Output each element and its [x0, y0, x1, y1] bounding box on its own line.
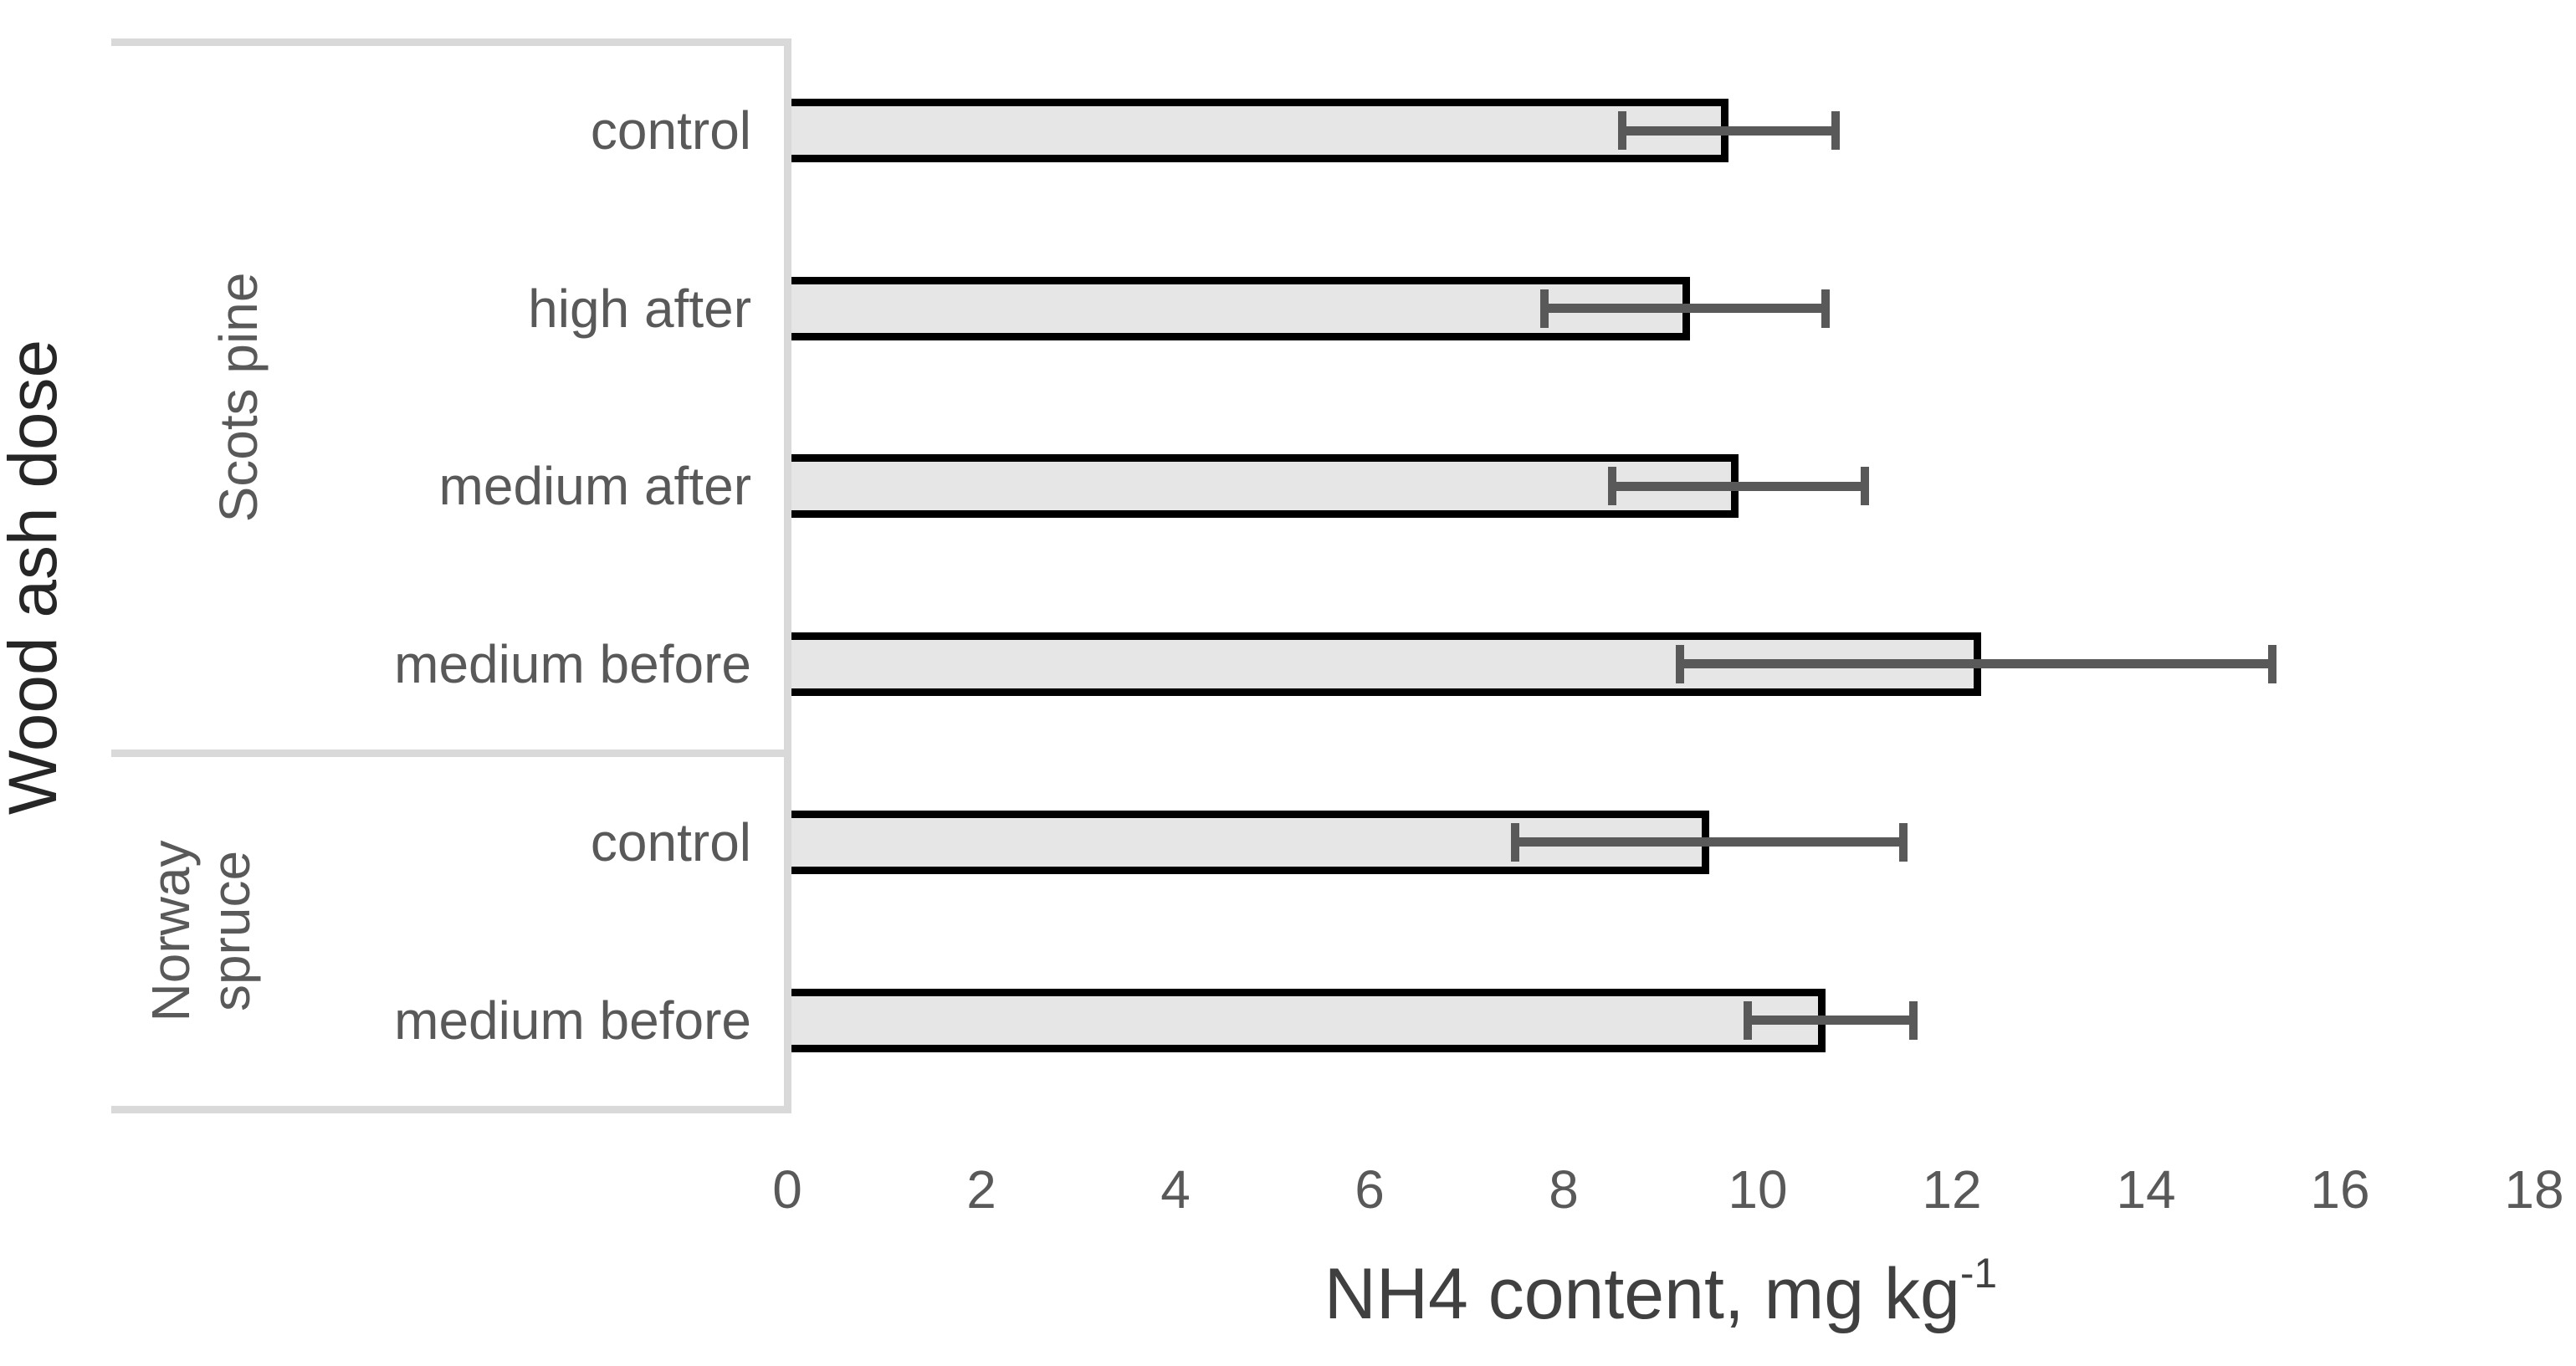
error-bar-line: [1515, 837, 1903, 847]
category-label: medium after: [438, 456, 751, 517]
label-box-bottom-border: [111, 1106, 791, 1113]
label-box-top-border: [111, 38, 791, 46]
x-tick-label: 16: [2310, 1159, 2370, 1220]
category-label: control: [590, 100, 751, 161]
y-axis-title: Wood ash dose: [0, 339, 71, 816]
error-bar-line: [1621, 125, 1836, 136]
category-axis-line: [784, 38, 791, 1113]
error-bar-cap-low: [1744, 1000, 1753, 1040]
category-label: high after: [528, 278, 751, 339]
bar: [791, 988, 1826, 1052]
error-bar-cap-high: [2267, 644, 2276, 683]
error-bar-cap-high: [1831, 111, 1840, 151]
bar: [791, 99, 1729, 163]
x-tick-label: 10: [1728, 1159, 1788, 1220]
error-bar-line: [1612, 481, 1865, 491]
x-tick-label: 0: [772, 1159, 802, 1220]
error-bar-line: [1680, 659, 2272, 669]
x-tick-label: 6: [1355, 1159, 1385, 1220]
error-bar-cap-low: [1608, 467, 1616, 506]
error-bar-line: [1748, 1016, 1913, 1025]
x-tick-label: 4: [1160, 1159, 1191, 1220]
error-bar-cap-high: [1821, 289, 1831, 328]
category-label: control: [590, 811, 751, 872]
error-bar-cap-low: [1511, 822, 1519, 862]
x-axis-title: NH4 content, mg kg-1: [1075, 1249, 2246, 1336]
x-axis-title-text: NH4 content, mg kg: [1324, 1254, 1960, 1334]
x-axis-title-superscript: -1: [1959, 1249, 1998, 1297]
error-bar-cap-low: [1676, 644, 1685, 683]
x-tick-label: 12: [1922, 1159, 1982, 1220]
error-bar-cap-low: [1617, 111, 1626, 151]
x-tick-label: 8: [1549, 1159, 1579, 1220]
error-bar-cap-low: [1539, 289, 1549, 328]
category-label: medium before: [394, 990, 751, 1051]
group-divider-line: [111, 750, 791, 757]
error-bar-cap-high: [1908, 1000, 1918, 1040]
bar: [791, 454, 1739, 519]
x-tick-label: 2: [966, 1159, 996, 1220]
error-bar-line: [1544, 304, 1826, 314]
x-tick-label: 14: [2116, 1159, 2176, 1220]
category-label: medium before: [394, 633, 751, 694]
error-bar-cap-high: [1899, 822, 1908, 862]
x-tick-label: 18: [2504, 1159, 2564, 1220]
error-bar-cap-high: [1860, 467, 1869, 506]
